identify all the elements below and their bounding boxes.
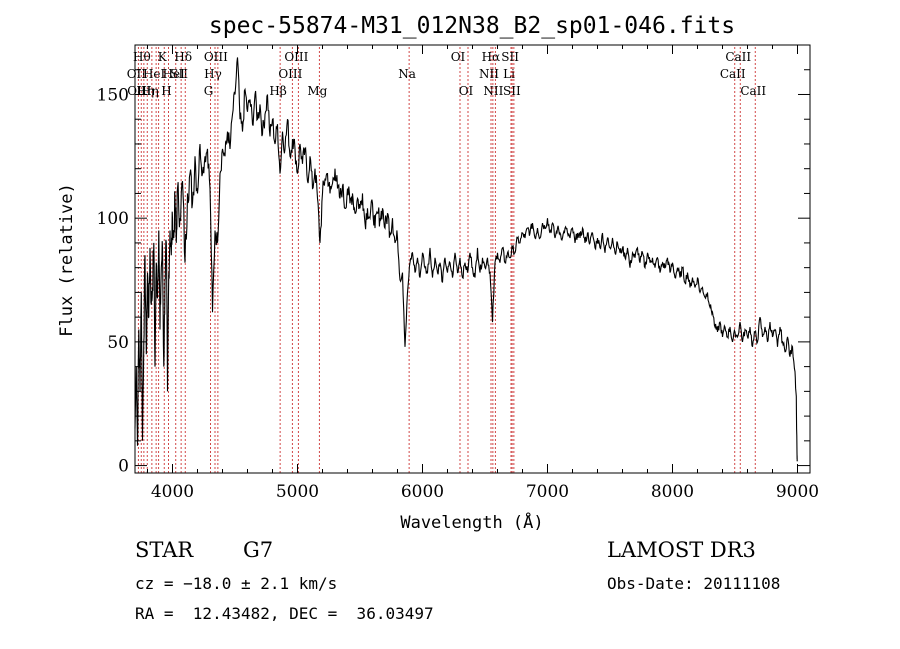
x-tick-label: 7000 bbox=[526, 482, 569, 502]
line-marker-label: CaII bbox=[740, 84, 766, 98]
y-axis-title: Flux (relative) bbox=[57, 183, 77, 337]
observation-date: Obs-Date: 20111108 bbox=[607, 574, 781, 593]
line-marker-label: OI bbox=[451, 50, 466, 64]
flux-series-line bbox=[134, 57, 798, 462]
line-marker-label: NII bbox=[479, 67, 499, 81]
axis-ticks: 4000 5000 6000 7000 8000 9000 0 50 100 150 bbox=[97, 45, 819, 502]
survey-name: LAMOST DR3 bbox=[607, 538, 756, 562]
object-subclass: G7 bbox=[243, 538, 274, 562]
line-marker-label: SII bbox=[170, 67, 188, 81]
line-marker-label: H bbox=[161, 84, 171, 98]
line-marker-label: CaII bbox=[720, 67, 746, 81]
x-tick-label: 9000 bbox=[776, 482, 819, 502]
line-marker-label: NII bbox=[483, 84, 503, 98]
line-marker-label: K bbox=[158, 50, 168, 64]
chart-title: spec-55874-M31_012N38_B2_sp01-046.fits bbox=[209, 13, 735, 39]
line-marker-label: OIII bbox=[204, 50, 228, 64]
spectral-line-marks: OIIOIIIHθHηHηHeIKHHeISIIHδGHγOIIIHβOIIIO… bbox=[127, 47, 766, 473]
line-marker-label: OIII bbox=[278, 67, 302, 81]
line-marker-label: OI bbox=[459, 84, 474, 98]
x-tick-label: 5000 bbox=[276, 482, 319, 502]
line-marker-label: Hα bbox=[482, 50, 501, 64]
line-marker-label: HeI bbox=[163, 67, 186, 81]
object-class: STAR bbox=[135, 538, 194, 562]
line-marker-label: Hγ bbox=[204, 67, 222, 81]
line-marker-label: Mg bbox=[307, 84, 327, 98]
line-marker-label: OII bbox=[127, 67, 147, 81]
line-marker-label: Hθ bbox=[133, 50, 151, 64]
y-tick-label: 50 bbox=[107, 333, 129, 353]
plot-frame bbox=[134, 44, 811, 474]
y-tick-label: 0 bbox=[118, 457, 129, 477]
x-tick-label: 4000 bbox=[151, 482, 194, 502]
line-marker-label: G bbox=[204, 84, 214, 98]
y-tick-label: 150 bbox=[97, 85, 129, 105]
x-tick-label: 6000 bbox=[401, 482, 444, 502]
line-marker-label: SII bbox=[501, 50, 519, 64]
y-tick-label: 100 bbox=[97, 209, 129, 229]
line-marker-label: CaII bbox=[725, 50, 751, 64]
line-marker-label: Na bbox=[398, 67, 416, 81]
line-marker-label: Hβ bbox=[269, 84, 286, 98]
x-axis-title: Wavelength (Å) bbox=[400, 511, 543, 533]
coordinates: RA = 12.43482, DEC = 36.03497 bbox=[135, 604, 434, 623]
x-tick-label: 8000 bbox=[651, 482, 694, 502]
line-marker-label: Hδ bbox=[174, 50, 192, 64]
redshift-velocity: cz = −18.0 ± 2.1 km/s bbox=[135, 574, 338, 593]
line-marker-label: HeI bbox=[143, 67, 166, 81]
line-marker-label: OIII bbox=[284, 50, 308, 64]
line-marker-label: Li bbox=[503, 67, 515, 81]
line-marker-label: SII bbox=[503, 84, 521, 98]
